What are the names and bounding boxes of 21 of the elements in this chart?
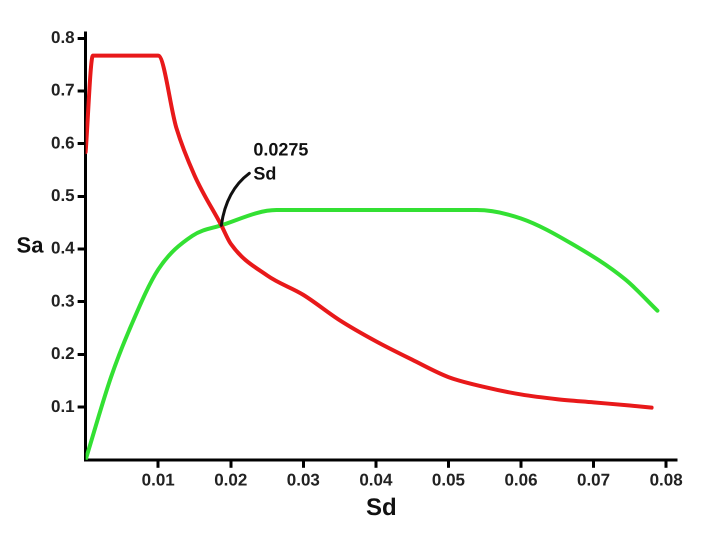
line-series [86,208,660,460]
x-tick-label: 0.01 [142,470,175,490]
y-tick-label: 0.6 [50,133,75,152]
x-tick-label: 0.04 [359,470,393,490]
x-tick-label: 0.08 [650,470,683,490]
y-tick-label: 0.3 [50,291,75,310]
line-series [86,54,654,410]
x-tick-label: 0.05 [432,470,465,490]
y-axis-title: Sa [16,232,44,258]
y-tick-label: 0.5 [50,186,75,206]
y-tick-label: 0.2 [50,344,75,364]
y-tick-label: 0.4 [50,238,76,258]
x-tick-label: 0.03 [286,470,320,490]
y-tick-label: 0.8 [50,28,75,47]
x-axis-title: Sd [366,494,397,522]
x-tick-label: 0.07 [577,470,610,490]
y-tick-label: 0.1 [50,396,75,416]
y-tick-label: 0.7 [50,80,75,100]
annotation: 0.0275 Sd [253,139,308,184]
x-tick-label: 0.06 [504,470,538,490]
x-tick-label: 0.02 [214,470,248,490]
